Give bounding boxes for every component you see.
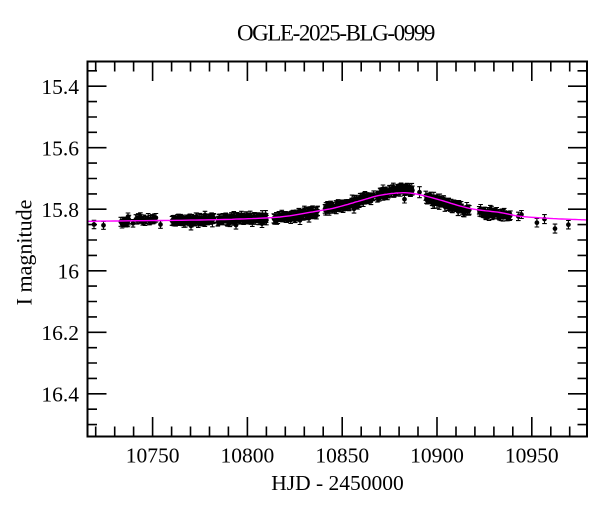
svg-text:15.4: 15.4 xyxy=(41,75,79,99)
svg-text:10750: 10750 xyxy=(126,444,180,468)
svg-text:16.2: 16.2 xyxy=(41,321,79,345)
svg-text:16: 16 xyxy=(58,259,80,283)
svg-text:15.8: 15.8 xyxy=(41,198,79,222)
svg-text:OGLE-2025-BLG-0999: OGLE-2025-BLG-0999 xyxy=(237,21,435,46)
svg-text:HJD - 2450000: HJD - 2450000 xyxy=(271,471,404,495)
svg-text:10900: 10900 xyxy=(410,444,464,468)
svg-text:16.4: 16.4 xyxy=(41,382,79,406)
svg-text:I magnitude: I magnitude xyxy=(12,200,37,306)
svg-text:15.6: 15.6 xyxy=(41,136,79,160)
svg-text:10800: 10800 xyxy=(221,444,275,468)
svg-text:10950: 10950 xyxy=(505,444,559,468)
svg-text:10850: 10850 xyxy=(315,444,369,468)
